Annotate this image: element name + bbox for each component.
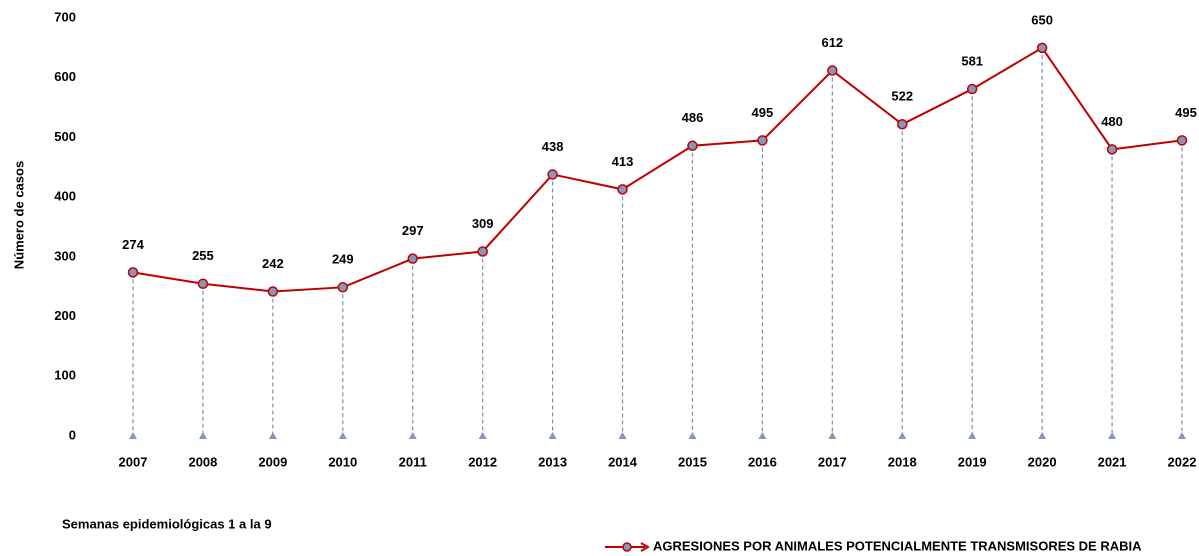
baseline-marker [268, 432, 277, 439]
data-label: 486 [682, 110, 704, 125]
x-tick-label: 2007 [119, 454, 148, 469]
y-tick-label: 100 [54, 368, 76, 383]
point-marker [547, 169, 558, 180]
point-marker [966, 83, 978, 95]
data-label: 495 [1175, 105, 1197, 120]
data-label: 249 [332, 252, 354, 267]
legend-label: AGRESIONES POR ANIMALES POTENCIALMENTE T… [653, 538, 1142, 553]
baseline-marker [1108, 432, 1117, 439]
baseline-marker [198, 432, 207, 439]
x-tick-label: 2018 [888, 454, 917, 469]
data-label: 242 [262, 256, 284, 271]
legend-marker [622, 542, 632, 552]
x-tick-label: 2020 [1028, 454, 1057, 469]
x-tick-label: 2022 [1168, 454, 1197, 469]
data-label: 438 [542, 139, 564, 154]
point-marker [687, 140, 698, 152]
baseline-marker [898, 432, 907, 439]
baseline-marker [548, 432, 557, 439]
y-tick-label: 600 [54, 69, 76, 84]
point-marker [477, 246, 488, 257]
note: Semanas epidemiológicas 1 a la 9 [62, 516, 272, 531]
x-tick-label: 2012 [468, 454, 497, 469]
y-tick-label: 400 [54, 189, 76, 204]
x-tick-label: 2009 [258, 454, 287, 469]
y-tick-label: 300 [54, 248, 76, 263]
point-marker [1106, 144, 1118, 155]
baseline-marker [1178, 432, 1186, 439]
y-tick-label: 200 [54, 308, 76, 323]
baseline-marker [129, 432, 137, 439]
data-label: 413 [612, 154, 634, 169]
x-tick-label: 2008 [188, 454, 217, 469]
data-label: 480 [1101, 114, 1123, 129]
x-tick-label: 2019 [958, 454, 987, 469]
point-marker [267, 286, 279, 297]
y-tick-label: 500 [54, 129, 76, 144]
baseline-marker [1038, 432, 1047, 439]
point-marker [827, 65, 838, 76]
x-tick-label: 2016 [748, 454, 777, 469]
point-marker [1036, 42, 1048, 54]
data-label: 581 [961, 53, 983, 68]
baseline-marker [478, 432, 487, 439]
point-marker [407, 253, 418, 264]
data-label: 309 [472, 216, 494, 231]
point-marker [197, 278, 209, 289]
data-label: 612 [821, 35, 843, 50]
x-tick-label: 2021 [1098, 454, 1127, 469]
y-axis-label: Número de casos [11, 161, 26, 269]
x-tick-label: 2014 [608, 454, 638, 469]
baseline-marker [828, 432, 837, 439]
point-marker [1176, 135, 1188, 146]
series-line [132, 46, 1183, 293]
point-marker [337, 282, 349, 293]
baseline-marker [968, 432, 977, 439]
point-marker [127, 267, 139, 278]
data-label: 297 [402, 223, 424, 238]
baseline-marker [688, 432, 697, 439]
baseline-marker [338, 432, 347, 439]
baseline-marker [618, 432, 627, 439]
data-label: 495 [752, 105, 774, 120]
data-label: 274 [122, 237, 144, 252]
baseline-marker [408, 432, 417, 439]
baseline-marker [758, 432, 767, 439]
x-tick-label: 2010 [328, 454, 357, 469]
point-marker [617, 184, 628, 195]
data-label: 650 [1031, 12, 1053, 27]
data-label: 522 [891, 89, 913, 104]
x-tick-label: 2011 [399, 454, 427, 469]
x-tick-label: 2015 [678, 454, 707, 469]
x-tick-label: 2017 [818, 454, 847, 469]
data-label: 255 [192, 248, 214, 263]
y-tick-label: 0 [69, 427, 76, 442]
legend-arrow [640, 542, 651, 552]
x-tick-label: 2013 [538, 454, 567, 469]
y-tick-label: 700 [54, 9, 76, 24]
point-marker [897, 119, 908, 130]
point-marker [757, 135, 768, 146]
